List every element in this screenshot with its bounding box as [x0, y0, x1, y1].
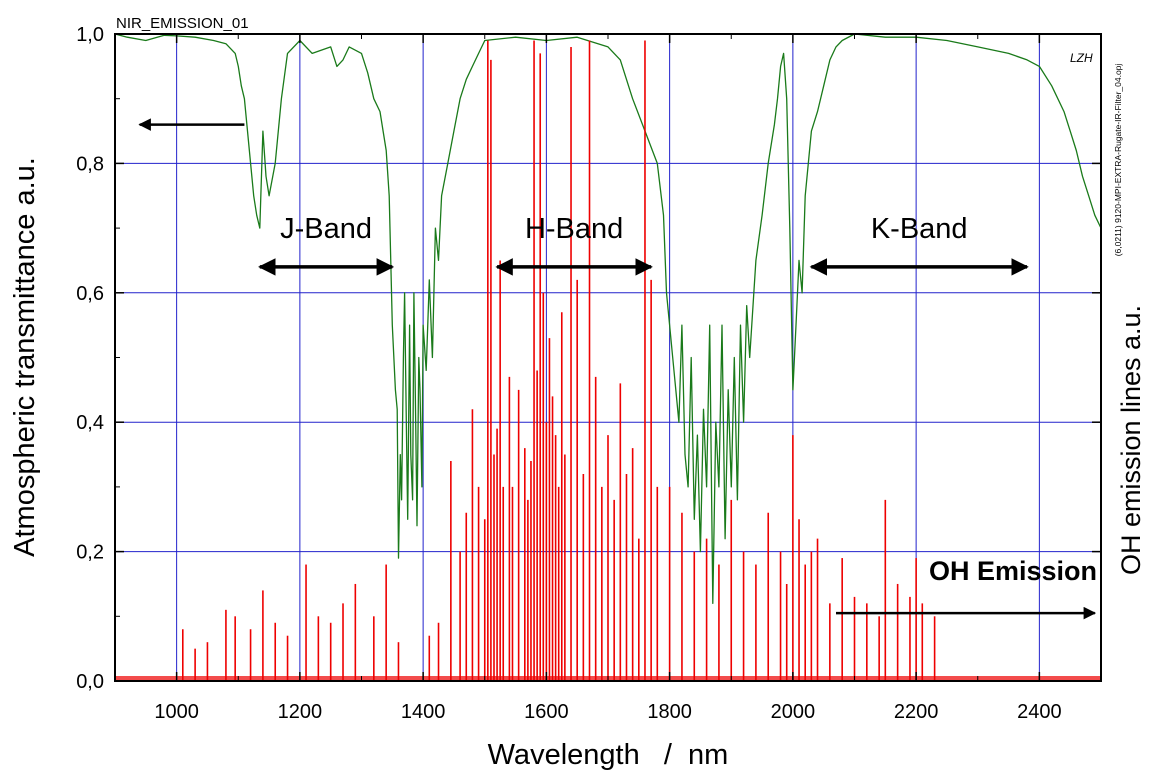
oh-emission-label: OH Emission	[929, 556, 1097, 586]
x-axis-label: Wavelength / nm	[488, 739, 729, 771]
x-tick-label: 2400	[1017, 701, 1062, 723]
y-axis-label-right: OH emission lines a.u.	[1116, 305, 1146, 575]
y-tick-label: 0,0	[76, 671, 104, 693]
x-tick-label: 1600	[524, 701, 569, 723]
x-tick-label: 1400	[401, 701, 446, 723]
transmittance-curve	[114, 33, 1102, 605]
y-axis-label-left: Atmospheric transmittance a.u.	[9, 157, 41, 557]
transmittance-layer	[114, 33, 1102, 605]
side-note: (6,0211) 9120-MPI-EXTRA-Rugate-IR-Filter…	[1113, 64, 1123, 257]
y-tick-label: 0,8	[76, 153, 104, 175]
x-tick-label: 1200	[278, 701, 323, 723]
x-tick-label: 2000	[771, 701, 816, 723]
ticks-layer: 1000 1200 1400 1600 1800 2000 2200 2400 0,0 0,2 0,…	[76, 24, 1101, 723]
x-tick-label: 2200	[894, 701, 939, 723]
watermark-lzh: LZH	[1070, 51, 1093, 65]
band-label-k-band: K-Band	[871, 213, 968, 245]
x-tick-label: 1000	[154, 701, 199, 723]
y-tick-label: 1,0	[76, 24, 104, 46]
y-tick-label: 0,6	[76, 283, 104, 305]
band-label-h-band: H-Band	[525, 213, 623, 245]
annotations-layer: J-Band H-Band K-Band	[138, 118, 1097, 620]
chart-title: NIR_EMISSION_01	[116, 15, 249, 32]
y-tick-label: 0,2	[76, 542, 104, 564]
x-tick-label: 1800	[647, 701, 692, 723]
y-tick-label: 0,4	[76, 412, 104, 434]
band-label-j-band: J-Band	[280, 213, 372, 245]
